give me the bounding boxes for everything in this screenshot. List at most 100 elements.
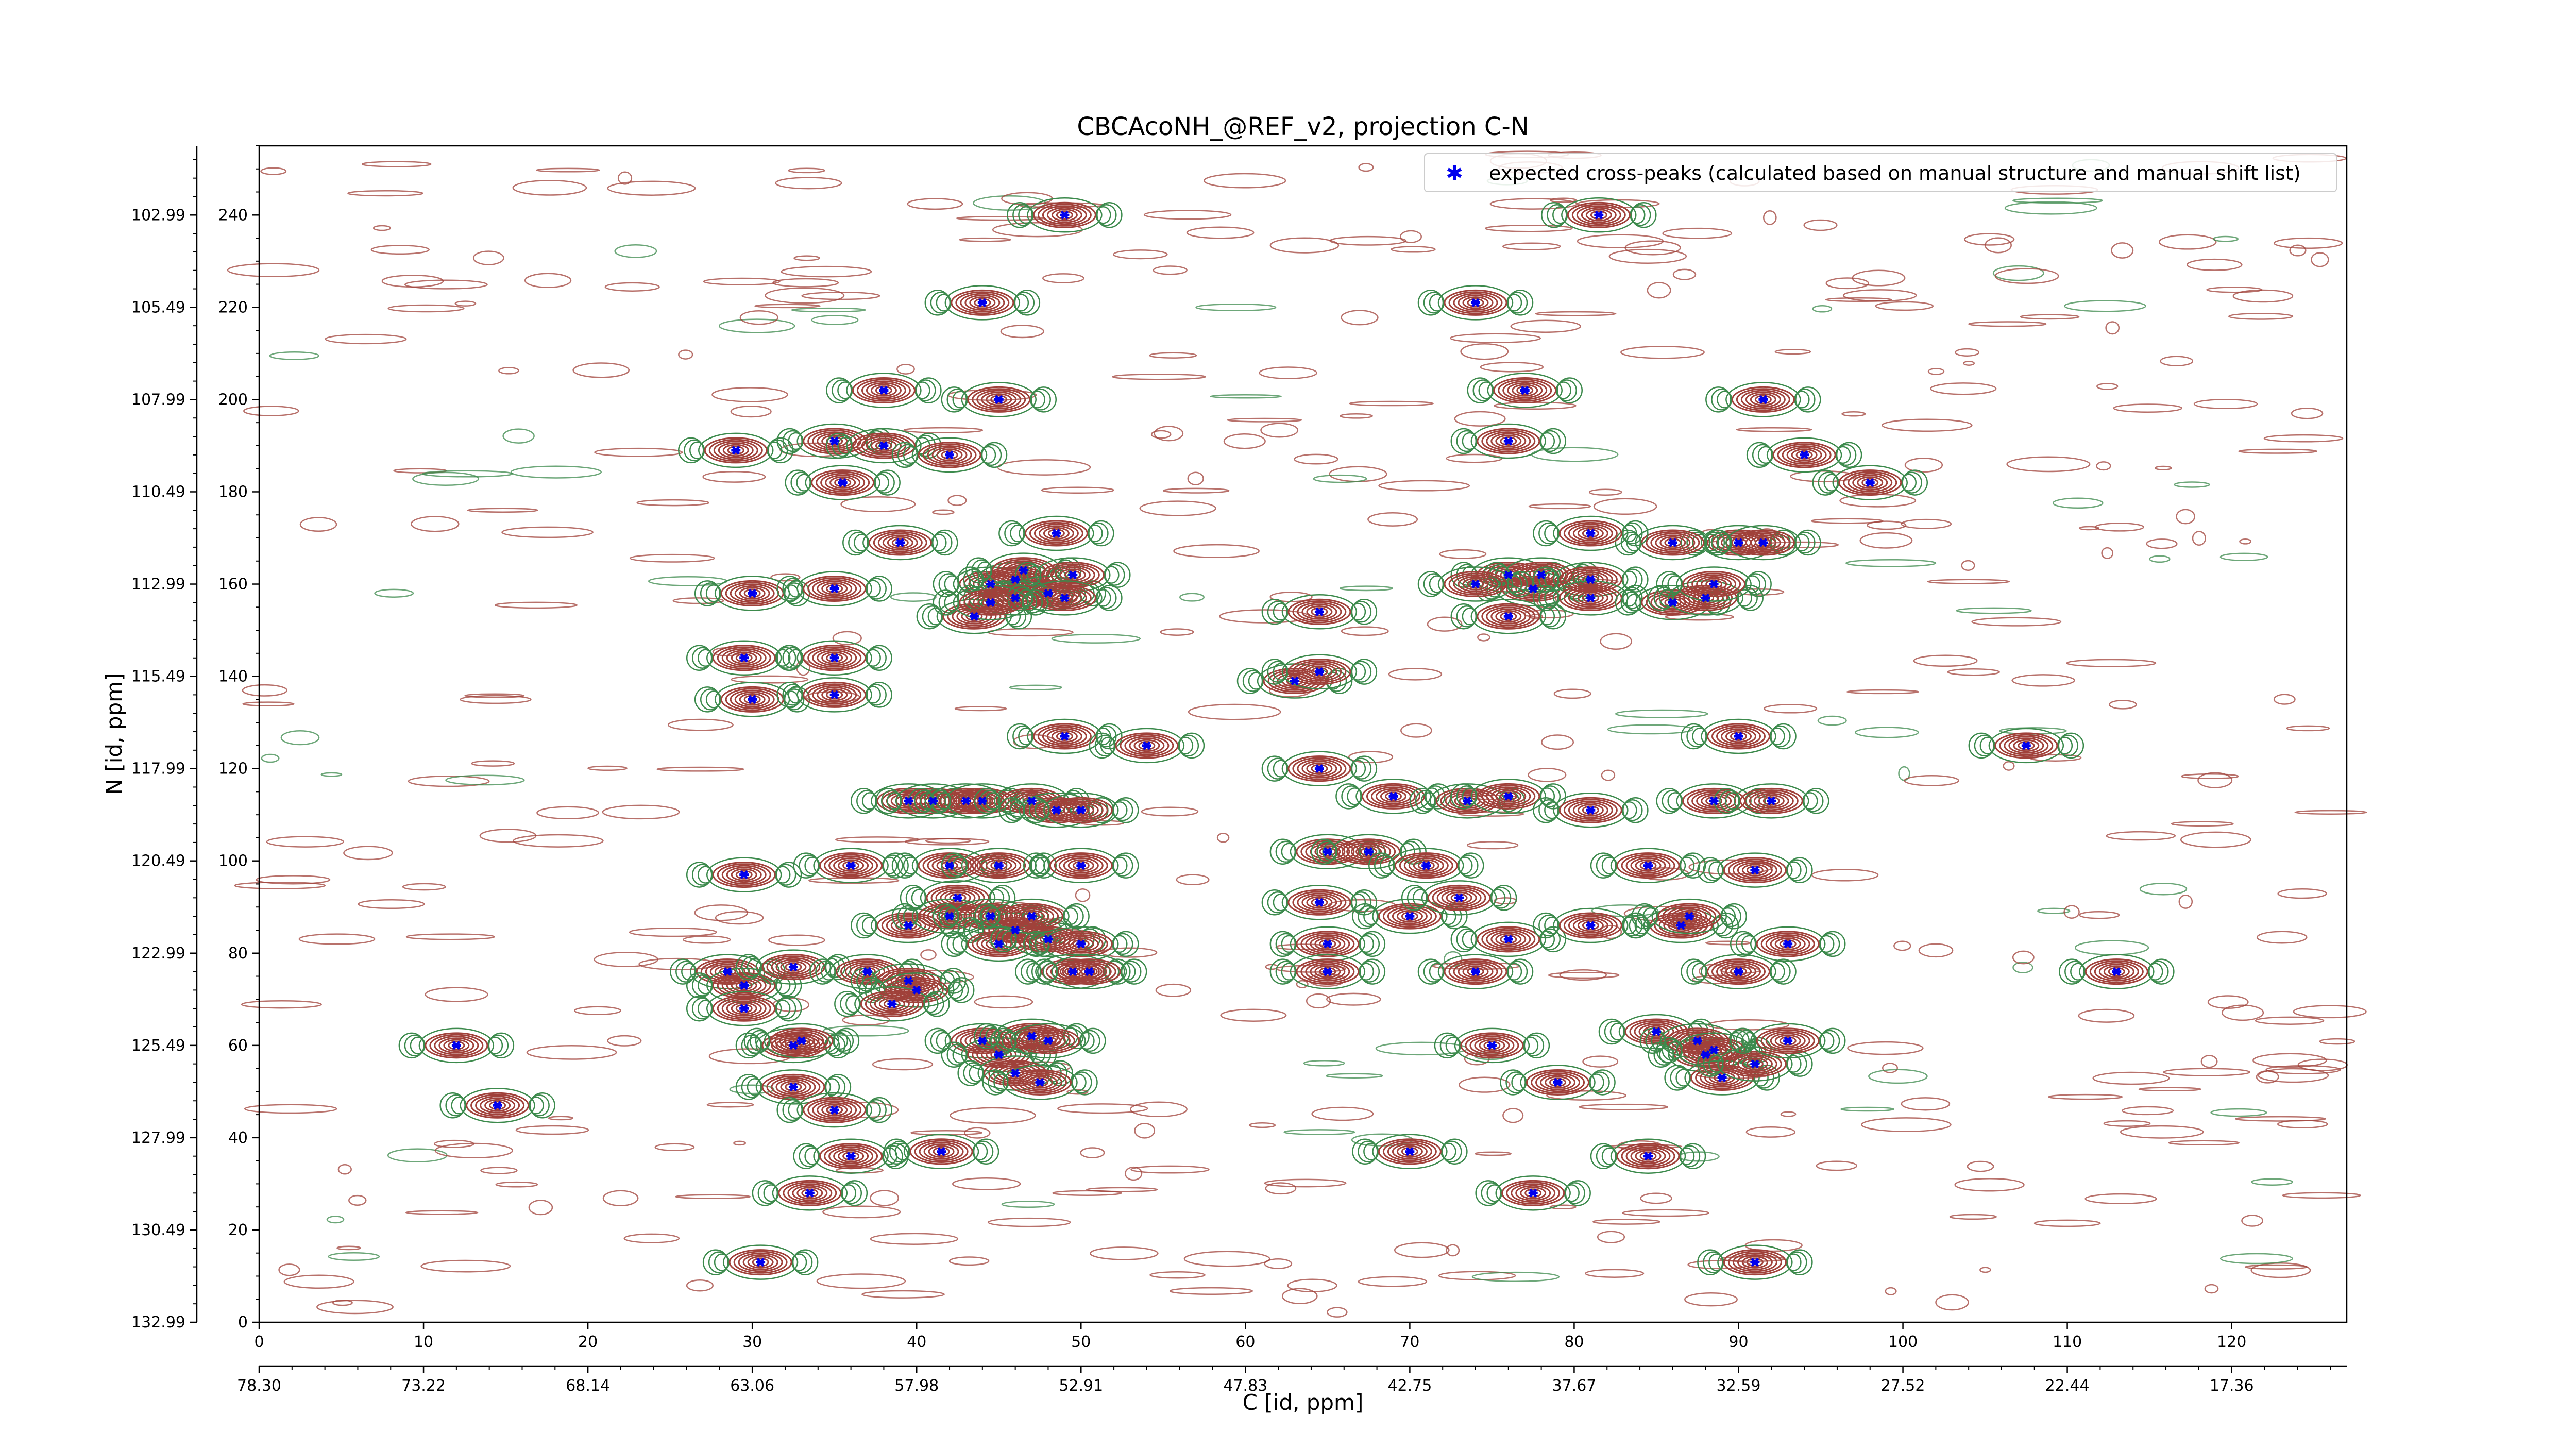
negative-contour xyxy=(1561,197,1637,233)
peak-marker xyxy=(1388,791,1398,801)
positive-contour xyxy=(1029,521,1083,545)
noise-contour xyxy=(1736,427,1812,432)
positive-contour xyxy=(967,386,1031,413)
positive-contour xyxy=(1852,474,1888,491)
noise-contour xyxy=(1154,426,1184,442)
noise-contour xyxy=(387,304,465,313)
positive-contour xyxy=(1621,1144,1675,1168)
noise-contour xyxy=(2096,382,2119,390)
positive-contour xyxy=(1458,294,1494,311)
negative-contour xyxy=(1027,197,1103,233)
positive-contour xyxy=(1042,205,1087,225)
positive-contour xyxy=(1453,293,1498,313)
positive-contour xyxy=(944,891,971,904)
positive-contour xyxy=(931,447,968,463)
positive-contour xyxy=(721,648,767,668)
positive-contour xyxy=(859,967,876,976)
noise-contour xyxy=(623,1233,680,1243)
noise-contour xyxy=(1901,1097,1951,1111)
positive-contour xyxy=(1133,739,1160,752)
peak-contour-group xyxy=(776,1092,892,1128)
positive-contour xyxy=(1382,1140,1437,1163)
negative-contour xyxy=(805,465,880,500)
noise-contour xyxy=(425,987,488,1002)
positive-contour xyxy=(1563,914,1618,937)
negative-contour xyxy=(1450,428,1477,454)
negative-contour xyxy=(1355,779,1431,814)
positive-contour xyxy=(1572,589,1608,606)
peak-marker xyxy=(1528,1188,1538,1198)
positive-contour xyxy=(466,1092,530,1119)
positive-contour xyxy=(842,1151,860,1161)
negative-contour xyxy=(1311,838,1337,865)
peak-contour-group xyxy=(933,898,1049,934)
noise-contour xyxy=(2078,1008,2135,1023)
negative-contour xyxy=(1023,797,1049,823)
positive-contour xyxy=(1490,433,1527,449)
noise-contour xyxy=(1326,1073,1383,1079)
positive-contour xyxy=(1380,790,1406,803)
peak-contour-group xyxy=(1450,921,1567,957)
negative-contour xyxy=(1352,903,1378,930)
negative-contour xyxy=(1388,848,1464,883)
positive-contour xyxy=(743,588,761,598)
positive-contour xyxy=(990,939,1008,949)
peak-contour-group xyxy=(686,857,802,892)
negative-contour xyxy=(846,373,922,408)
negative-contour xyxy=(793,1143,819,1169)
positive-contour xyxy=(1063,857,1099,874)
y-ppm-tick-label: 105.49 xyxy=(131,298,185,316)
peak-contour-group xyxy=(941,382,1057,417)
positive-contour xyxy=(1701,578,1727,591)
negative-contour xyxy=(1533,566,1559,593)
y-tick-label: 200 xyxy=(218,391,248,409)
noise-contour xyxy=(1358,163,1374,172)
negative-contour xyxy=(1010,1023,1086,1059)
positive-contour xyxy=(1732,1054,1777,1074)
peak-marker xyxy=(1010,925,1020,935)
noise-contour xyxy=(1615,709,1708,718)
positive-contour xyxy=(1558,912,1622,939)
noise-contour xyxy=(1597,1231,1625,1243)
noise-contour xyxy=(2255,1016,2325,1025)
negative-contour xyxy=(768,437,794,464)
peak-marker xyxy=(1528,584,1538,594)
noise-contour xyxy=(1927,579,2010,584)
noise-contour xyxy=(629,927,717,937)
peak-marker xyxy=(904,921,913,930)
peak-marker xyxy=(862,967,872,976)
noise-contour xyxy=(1471,1271,1560,1282)
noise-contour xyxy=(974,995,1033,1009)
noise-contour xyxy=(412,471,479,486)
negative-contour xyxy=(776,1097,803,1123)
positive-contour xyxy=(1671,908,1707,924)
negative-contour xyxy=(1096,202,1123,228)
noise-contour xyxy=(1075,888,1091,902)
negative-contour xyxy=(1680,1143,1706,1169)
noise-contour xyxy=(1882,418,1973,432)
negative-contour xyxy=(1615,529,1641,556)
positive-contour xyxy=(1301,664,1337,680)
noise-contour xyxy=(1160,628,1194,636)
peak-marker xyxy=(1076,939,1086,949)
positive-contour xyxy=(1572,525,1608,542)
positive-contour xyxy=(1399,854,1453,877)
noise-contour xyxy=(402,883,446,891)
positive-contour xyxy=(1008,1069,1072,1096)
negative-contour xyxy=(1467,377,1493,403)
noise-contour xyxy=(2244,1264,2308,1270)
positive-contour xyxy=(812,648,857,668)
noise-contour xyxy=(870,1233,959,1245)
positive-contour xyxy=(1306,605,1333,618)
positive-contour xyxy=(484,1099,511,1112)
positive-contour xyxy=(1051,592,1078,604)
peak-contour-group xyxy=(891,437,1008,473)
negative-contour xyxy=(1648,585,1674,611)
noise-contour xyxy=(1955,348,1980,357)
peak-contour-group xyxy=(1697,852,1813,888)
positive-contour xyxy=(2098,963,2134,980)
positive-contour xyxy=(1056,210,1073,220)
peak-marker xyxy=(1043,588,1053,598)
positive-contour xyxy=(1297,892,1342,913)
positive-contour xyxy=(1540,1074,1576,1091)
